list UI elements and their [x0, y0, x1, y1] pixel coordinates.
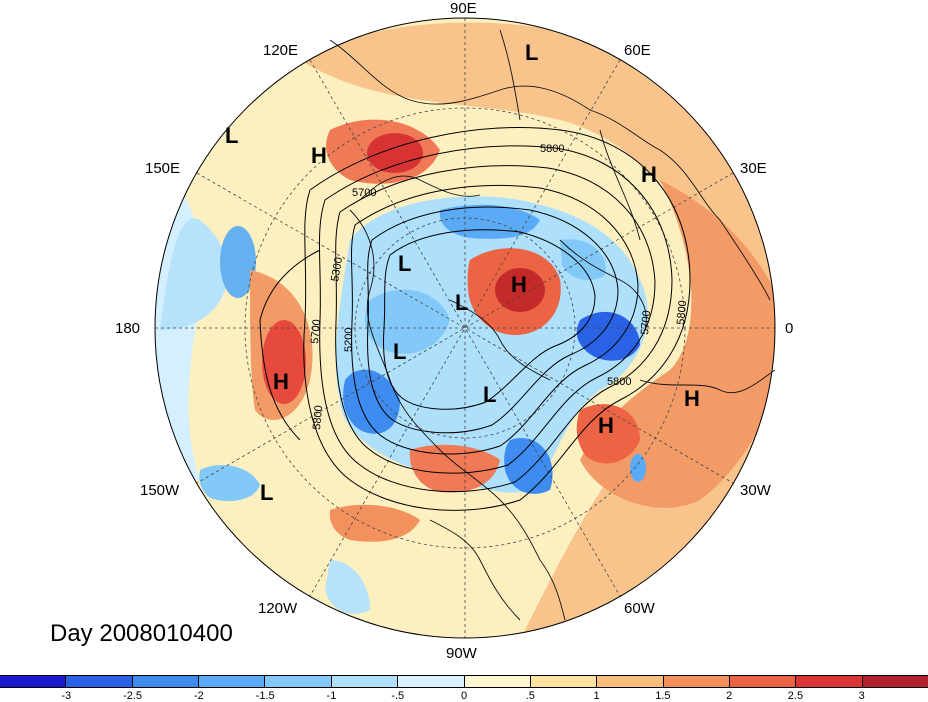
colorbar-cell — [663, 676, 730, 687]
colorbar-tick-label: -.5 — [391, 690, 405, 702]
contour-label: 5200 — [343, 328, 355, 352]
colorbar-cell — [66, 676, 133, 687]
pressure-marker: H — [311, 143, 327, 168]
contour-label: 5800 — [675, 300, 689, 325]
lon-label-150e: 150E — [145, 160, 181, 177]
lon-label-150w: 150W — [140, 482, 180, 499]
contour-label: 5700 — [639, 310, 653, 335]
pressure-marker: L — [483, 382, 497, 407]
colorbar-cell — [331, 676, 399, 687]
colorbar-cell — [464, 676, 531, 687]
anomaly-field — [155, 18, 775, 638]
pressure-marker: L — [225, 123, 239, 148]
lon-label-60w: 60W — [624, 600, 655, 617]
lon-label-0: 0 — [785, 320, 794, 337]
lon-label-120w: 120W — [258, 600, 298, 617]
pressure-marker: H — [598, 413, 614, 438]
colorbar-cell — [597, 676, 664, 687]
graticule — [155, 18, 775, 638]
colorbar-cell — [398, 676, 465, 687]
pressure-marker: L — [393, 339, 407, 364]
pressure-marker: H — [684, 386, 700, 411]
colorbar-cell — [199, 676, 266, 687]
lon-label-120e: 120E — [263, 42, 299, 59]
contour-label: 5800 — [540, 143, 564, 155]
contour-label: 5700 — [309, 319, 323, 344]
colorbar — [0, 675, 928, 688]
colorbar-tick-label: 2.5 — [787, 690, 804, 702]
colorbar-tick-label: -2.5 — [123, 690, 143, 702]
lon-label-90w: 90W — [446, 645, 477, 662]
colorbar-tick-label: -2 — [193, 690, 204, 702]
pressure-marker: L — [455, 290, 469, 315]
date-label: Day 2008010400 — [50, 620, 233, 647]
colorbar-tick-label: -3 — [61, 690, 72, 702]
lon-label-60e: 60E — [624, 42, 651, 59]
colorbar-cell — [796, 676, 863, 687]
pressure-marker: L — [398, 251, 412, 276]
colorbar-cell — [729, 676, 797, 687]
colorbar-cell — [265, 676, 332, 687]
colorbar-tick-label: 1 — [593, 690, 600, 702]
pressure-marker: H — [511, 272, 527, 297]
colorbar-tick-label: 1.5 — [655, 690, 671, 702]
contour-label: 5800 — [311, 405, 325, 430]
lon-label-30e: 30E — [740, 160, 767, 177]
colorbar-tick-label: -1.5 — [255, 690, 275, 702]
colorbar-tick-label: 0 — [460, 690, 468, 702]
pressure-marker: H — [273, 369, 289, 394]
pressure-marker: L — [525, 40, 539, 65]
colorbar-tick-label: .5 — [525, 690, 535, 702]
colorbar-tick-label: 2 — [726, 690, 733, 702]
colorbar-tick-label: -1 — [326, 690, 337, 702]
colorbar-cell — [0, 676, 67, 687]
pressure-marker: L — [260, 480, 274, 505]
lon-label-90e: 90E — [450, 0, 477, 17]
map-boundary — [154, 17, 776, 639]
lon-label-30w: 30W — [740, 482, 771, 499]
height-contours — [259, 127, 691, 511]
colorbar-cell — [132, 676, 200, 687]
colorbar-tick-label: 3 — [858, 690, 865, 702]
pressure-marker: H — [641, 162, 657, 187]
lon-label-180: 180 — [115, 320, 141, 337]
coastlines — [329, 29, 776, 621]
contour-label: 5800 — [607, 376, 631, 388]
colorbar-cell — [530, 676, 598, 687]
contour-value-labels: 5800 5700 5300 5200 5700 5800 5800 5700 … — [309, 143, 689, 430]
colorbar-cell — [862, 676, 928, 687]
contour-label: 5700 — [352, 187, 376, 199]
contour-label: 5300 — [329, 256, 345, 282]
